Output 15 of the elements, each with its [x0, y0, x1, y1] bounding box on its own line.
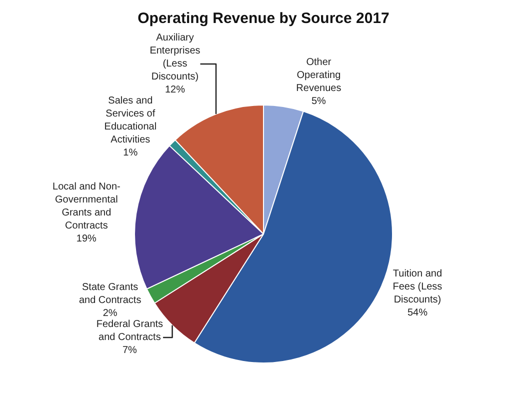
- data-label: 54%: [407, 307, 428, 318]
- data-label: 7%: [122, 344, 138, 356]
- data-label: 5%: [311, 96, 326, 108]
- data-label: 12%: [164, 84, 186, 96]
- slice-label: Local and Non-Governmental Grants and Contracts: [52, 182, 120, 232]
- slice-label: Tuition and Fees (Less Discounts): [392, 268, 442, 306]
- data-label: 2%: [102, 308, 118, 319]
- slice-label: State Grants and Contracts: [78, 282, 142, 306]
- data-label: 19%: [76, 234, 97, 245]
- data-label: 1%: [123, 148, 138, 159]
- slice-label: Other Operating Revenues: [296, 57, 342, 94]
- slice-label: Sales and Services of Educational Activities: [104, 96, 157, 146]
- chart-title: Operating Revenue by Source 2017: [138, 10, 390, 28]
- slice-label: Federal Grants and Contracts: [96, 318, 164, 343]
- slice-label: Auxiliary Enterprises (Less Discounts): [150, 32, 200, 83]
